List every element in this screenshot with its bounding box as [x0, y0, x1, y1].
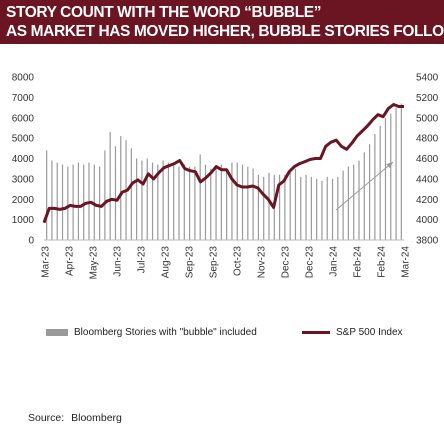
source-label: Source:	[28, 412, 65, 424]
legend-line-label: S&P 500 Index	[336, 326, 403, 338]
y-right-tick-label: 5400	[416, 73, 439, 84]
x-tick-label: Oct-23	[233, 246, 244, 276]
source-note: Source: Bloomberg	[28, 412, 122, 424]
y-left-tick-label: 2000	[12, 195, 35, 206]
y-left-tick-label: 8000	[12, 73, 35, 84]
y-left-tick-label: 3000	[12, 174, 35, 185]
y-right-tick-label: 4800	[416, 134, 439, 145]
x-tick-label: Aug-23	[161, 246, 172, 279]
title-banner: STORY COUNT WITH THE WORD “BUBBLE” AS MA…	[0, 0, 444, 44]
chart-title-line-1: STORY COUNT WITH THE WORD “BUBBLE”	[6, 4, 322, 21]
trend-arrowhead	[386, 162, 393, 169]
x-tick-label: Nov-23	[257, 246, 268, 279]
legend-item-line: S&P 500 Index	[302, 324, 403, 340]
x-tick-label: May-23	[89, 246, 100, 280]
y-left-tick-label: 4000	[12, 154, 35, 165]
chart-area: 0 1000 2000 3000 4000 5000 6000 7000 8000 3800 400…	[12, 73, 439, 280]
y-right-tick-label: 5000	[416, 113, 439, 124]
trend-arrow	[335, 161, 394, 211]
y-left-tick-label: 1000	[12, 215, 35, 226]
legend-bar-swatch	[46, 328, 68, 336]
x-tick-label: Feb-24	[377, 246, 388, 278]
y-right-tick-label: 4600	[416, 154, 439, 165]
legend-line-swatch	[302, 330, 330, 334]
y-left-tick-label: 5000	[12, 134, 35, 145]
legend-bar-label: Bloomberg Stories with "bubble" included	[74, 326, 257, 338]
x-tick-label: Sep-23	[209, 246, 220, 279]
x-tick-label: Jun-23	[113, 246, 124, 277]
y-right-tick-label: 3800	[416, 236, 439, 247]
sp500-line	[42, 103, 404, 224]
x-tick-label: Dec-23	[305, 246, 316, 279]
x-tick-label: Apr-23	[65, 246, 76, 276]
x-tick-label: Jan-24	[329, 246, 340, 277]
x-tick-label: Feb-24	[353, 246, 364, 278]
x-tick-label: Dec-23	[281, 246, 292, 279]
y-left-tick-label: 7000	[12, 93, 35, 104]
y-left-tick-label: 0	[28, 236, 34, 247]
y-right-tick-label: 4200	[416, 195, 439, 206]
chart-title-line-2: AS MARKET HAS MOVED HIGHER, BUBBLE STORI…	[6, 23, 444, 40]
y-right-tick-label: 4400	[416, 174, 439, 185]
y-left-tick-label: 6000	[12, 113, 35, 124]
y-right-tick-label: 4000	[416, 215, 439, 226]
y-right-tick-label: 5200	[416, 93, 439, 104]
x-tick-label: Mar-24	[401, 246, 412, 278]
x-tick-label: Mar-23	[41, 246, 52, 278]
legend-item-bars: Bloomberg Stories with "bubble" included	[46, 324, 257, 340]
source-value: Bloomberg	[71, 412, 122, 424]
x-tick-label: Jul-23	[137, 246, 148, 274]
x-tick-label: Sep-23	[185, 246, 196, 279]
